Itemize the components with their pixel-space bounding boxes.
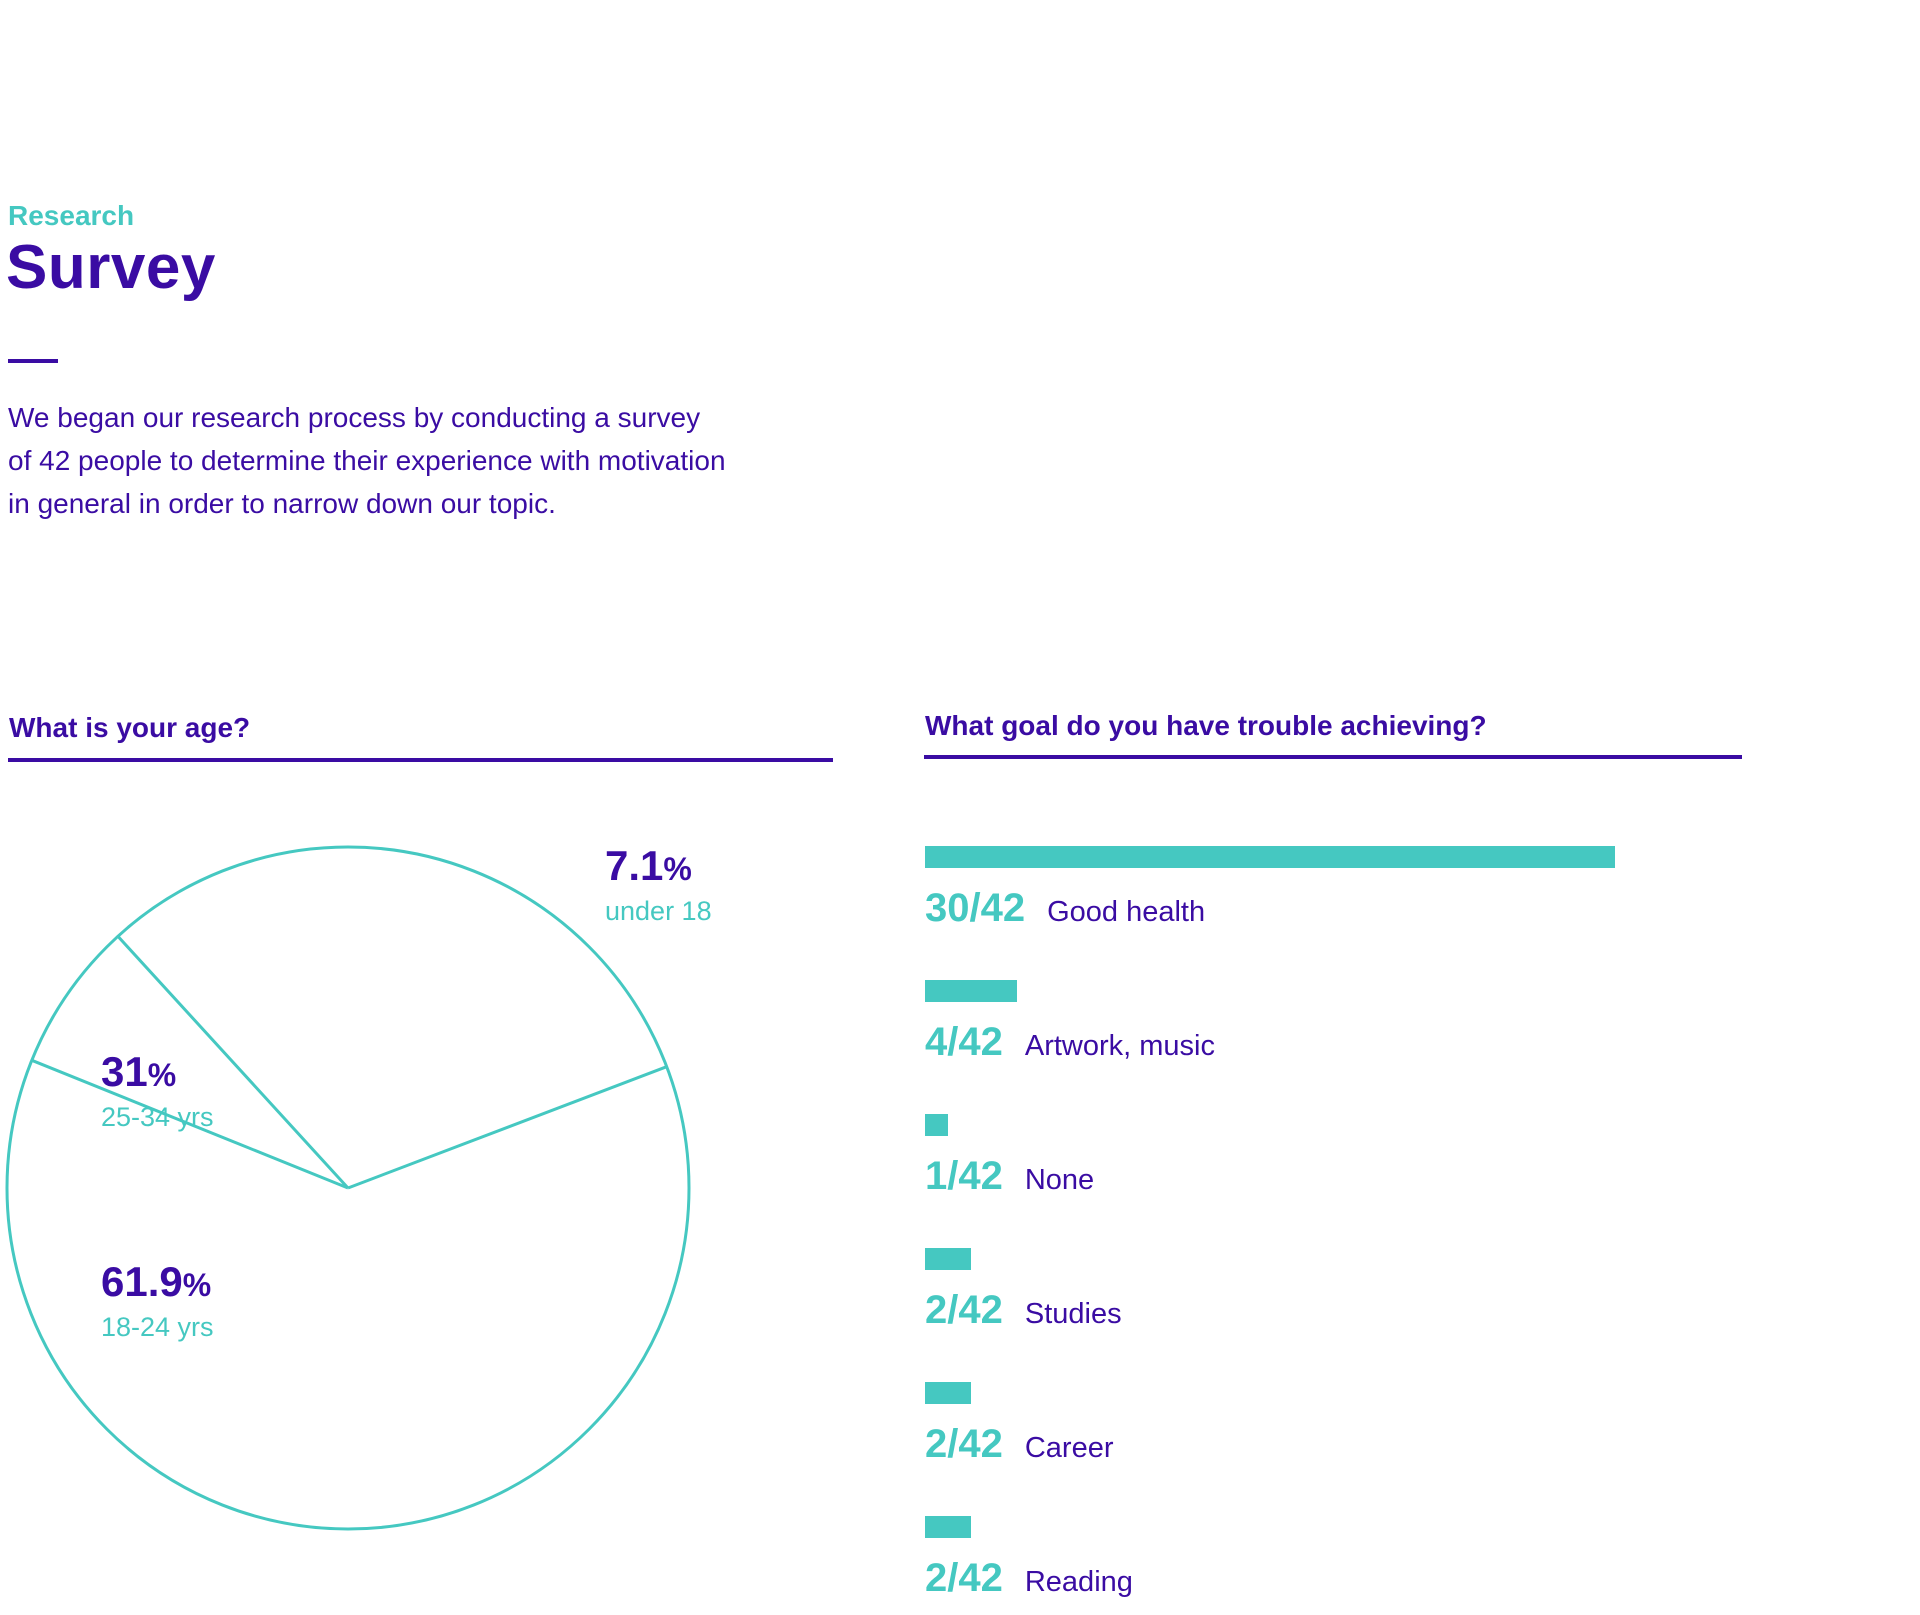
pie-unit: %: [147, 1057, 177, 1093]
bar-count: 1/42: [925, 1154, 1003, 1198]
bar-caption: 2/42 Studies: [925, 1288, 1122, 1333]
pie-percent: 7.1%: [605, 842, 712, 890]
bar-count: 2/42: [925, 1288, 1003, 1332]
pie-value: 31: [101, 1048, 148, 1095]
pie-slice-boundary: [116, 935, 350, 1190]
research-kicker: Research: [8, 200, 135, 231]
bar-count: 30/42: [925, 886, 1026, 930]
bar-item: 4/42 Artwork, music: [925, 980, 1215, 1065]
bar-count: 4/42: [925, 1020, 1003, 1064]
pie-percent: 61.9%: [101, 1258, 214, 1306]
intro-line: We began our research process by conduct…: [8, 402, 701, 433]
pie-percent: 31%: [101, 1048, 214, 1096]
pie-category: 18-24 yrs: [101, 1312, 214, 1343]
bar-fill: [925, 1382, 971, 1404]
bar-category: Career: [1024, 1432, 1114, 1464]
pie-unit: %: [663, 851, 692, 887]
pie-outline: [5, 845, 691, 1531]
pie-value: 61.9: [101, 1258, 183, 1305]
bar-item: 2/42 Studies: [925, 1248, 1122, 1333]
bar-category: Studies: [1024, 1298, 1122, 1330]
bar-category: Artwork, music: [1024, 1030, 1215, 1062]
bar-fill: [925, 1114, 948, 1136]
bar-category: Good health: [1047, 896, 1206, 928]
bar-caption: 1/42 None: [925, 1154, 1094, 1199]
bar-caption: 2/42 Reading: [925, 1556, 1133, 1601]
pie-label-18-24: 61.9% 18-24 yrs: [101, 1258, 214, 1343]
pie-category: 25-34 yrs: [101, 1102, 214, 1133]
intro-line: in general in order to narrow down our t…: [8, 488, 556, 519]
bar-item: 30/42 Good health: [925, 846, 1615, 931]
bar-fill: [925, 1516, 971, 1538]
title-divider: [8, 359, 58, 363]
pie-label-25-34: 31% 25-34 yrs: [101, 1048, 214, 1133]
age-question-rule: [8, 758, 833, 762]
bar-category: None: [1024, 1164, 1095, 1196]
goal-question-rule: [924, 755, 1742, 759]
bar-fill: [925, 980, 1017, 1002]
pie-slice-boundary: [347, 1065, 668, 1190]
bar-item: 2/42 Reading: [925, 1516, 1133, 1601]
bar-fill: [925, 1248, 971, 1270]
page-title: Survey: [6, 233, 216, 302]
bar-caption: 4/42 Artwork, music: [925, 1020, 1215, 1065]
intro-paragraph: We began our research process by conduct…: [8, 396, 808, 525]
pie-slice-boundary: [31, 1058, 349, 1190]
pie-label-under-18: 7.1% under 18: [605, 842, 712, 927]
bar-caption: 30/42 Good health: [925, 886, 1615, 931]
bar-count: 2/42: [925, 1556, 1003, 1600]
bar-item: 2/42 Career: [925, 1382, 1114, 1467]
intro-line: of 42 people to determine their experien…: [8, 445, 726, 476]
pie-unit: %: [182, 1267, 212, 1303]
bar-category: Reading: [1024, 1566, 1133, 1598]
pie-value: 7.1: [605, 842, 664, 889]
bar-caption: 2/42 Career: [925, 1422, 1114, 1467]
age-question-heading: What is your age?: [9, 712, 251, 743]
age-pie-chart: [5, 845, 691, 1531]
goal-question-heading: What goal do you have trouble achieving?: [925, 710, 1487, 741]
pie-category: under 18: [605, 896, 712, 927]
bar-count: 2/42: [925, 1422, 1003, 1466]
bar-item: 1/42 None: [925, 1114, 1094, 1199]
bar-fill: [925, 846, 1615, 868]
